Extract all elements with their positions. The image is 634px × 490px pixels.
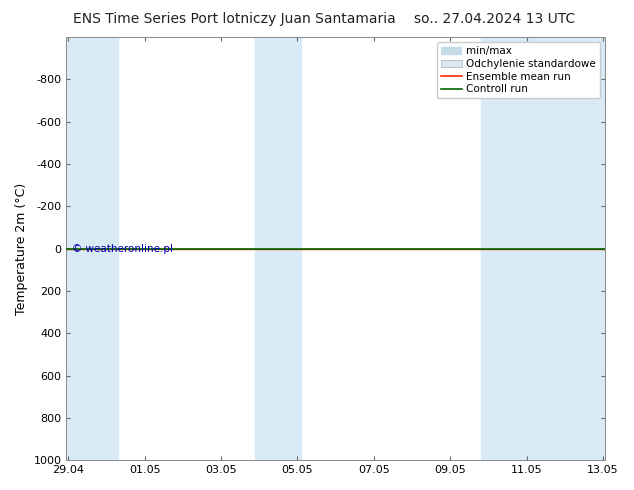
Text: so.. 27.04.2024 13 UTC: so.. 27.04.2024 13 UTC [414, 12, 575, 26]
Text: © weatheronline.pl: © weatheronline.pl [72, 244, 173, 254]
Bar [481, 37, 605, 460]
Legend: min/max, Odchylenie standardowe, Ensemble mean run, Controll run: min/max, Odchylenie standardowe, Ensembl… [437, 42, 600, 98]
Text: ENS Time Series Port lotniczy Juan Santamaria: ENS Time Series Port lotniczy Juan Santa… [73, 12, 396, 26]
Y-axis label: Temperature 2m (°C): Temperature 2m (°C) [15, 182, 28, 315]
Bar [256, 37, 301, 460]
Bar [67, 37, 118, 460]
